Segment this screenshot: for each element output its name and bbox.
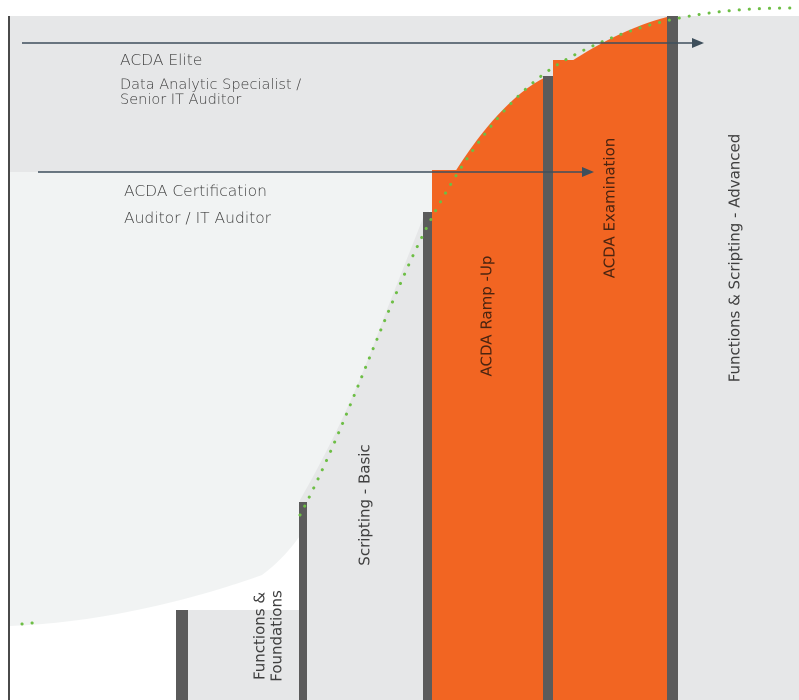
divider-examination	[543, 76, 553, 700]
stage-examination-top	[553, 17, 667, 74]
divider-ramp-up	[423, 212, 432, 700]
stage-foundations-label-line1: Functions &	[250, 591, 269, 681]
elite-subtitle-line2: Senior IT Auditor	[120, 92, 242, 108]
divider-scripting-basic	[299, 502, 307, 700]
certification-subtitle: Auditor / IT Auditor	[124, 209, 272, 227]
elite-subtitle-line1: Data Analytic Specialist /	[120, 77, 302, 93]
growth-curve	[20, 6, 792, 626]
stage-advanced-column	[678, 16, 799, 700]
divider-foundations	[176, 610, 188, 700]
stage-foundations-label-line2: Foundations	[267, 590, 286, 682]
stage-scripting-basic-column	[300, 500, 425, 700]
elite-title: ACDA Elite	[120, 51, 203, 69]
stage-scripting-basic-slope	[300, 213, 425, 500]
stage-ramp-up-top	[432, 78, 544, 212]
stage-advanced-label: Functions & Scripting - Advanced	[725, 133, 744, 383]
stage-ramp-up-label: ACDA Ramp -Up	[477, 255, 496, 377]
certification-title: ACDA Certification	[124, 182, 267, 200]
stage-foundations-column	[182, 610, 300, 700]
stage-ramp-up-column	[432, 170, 544, 700]
divider-advanced	[667, 16, 678, 700]
stage-scripting-basic-label: Scripting - Basic	[355, 444, 374, 566]
left-axis-line	[8, 16, 10, 700]
stage-examination-label: ACDA Examination	[600, 137, 619, 279]
stage-examination-column	[553, 60, 667, 700]
